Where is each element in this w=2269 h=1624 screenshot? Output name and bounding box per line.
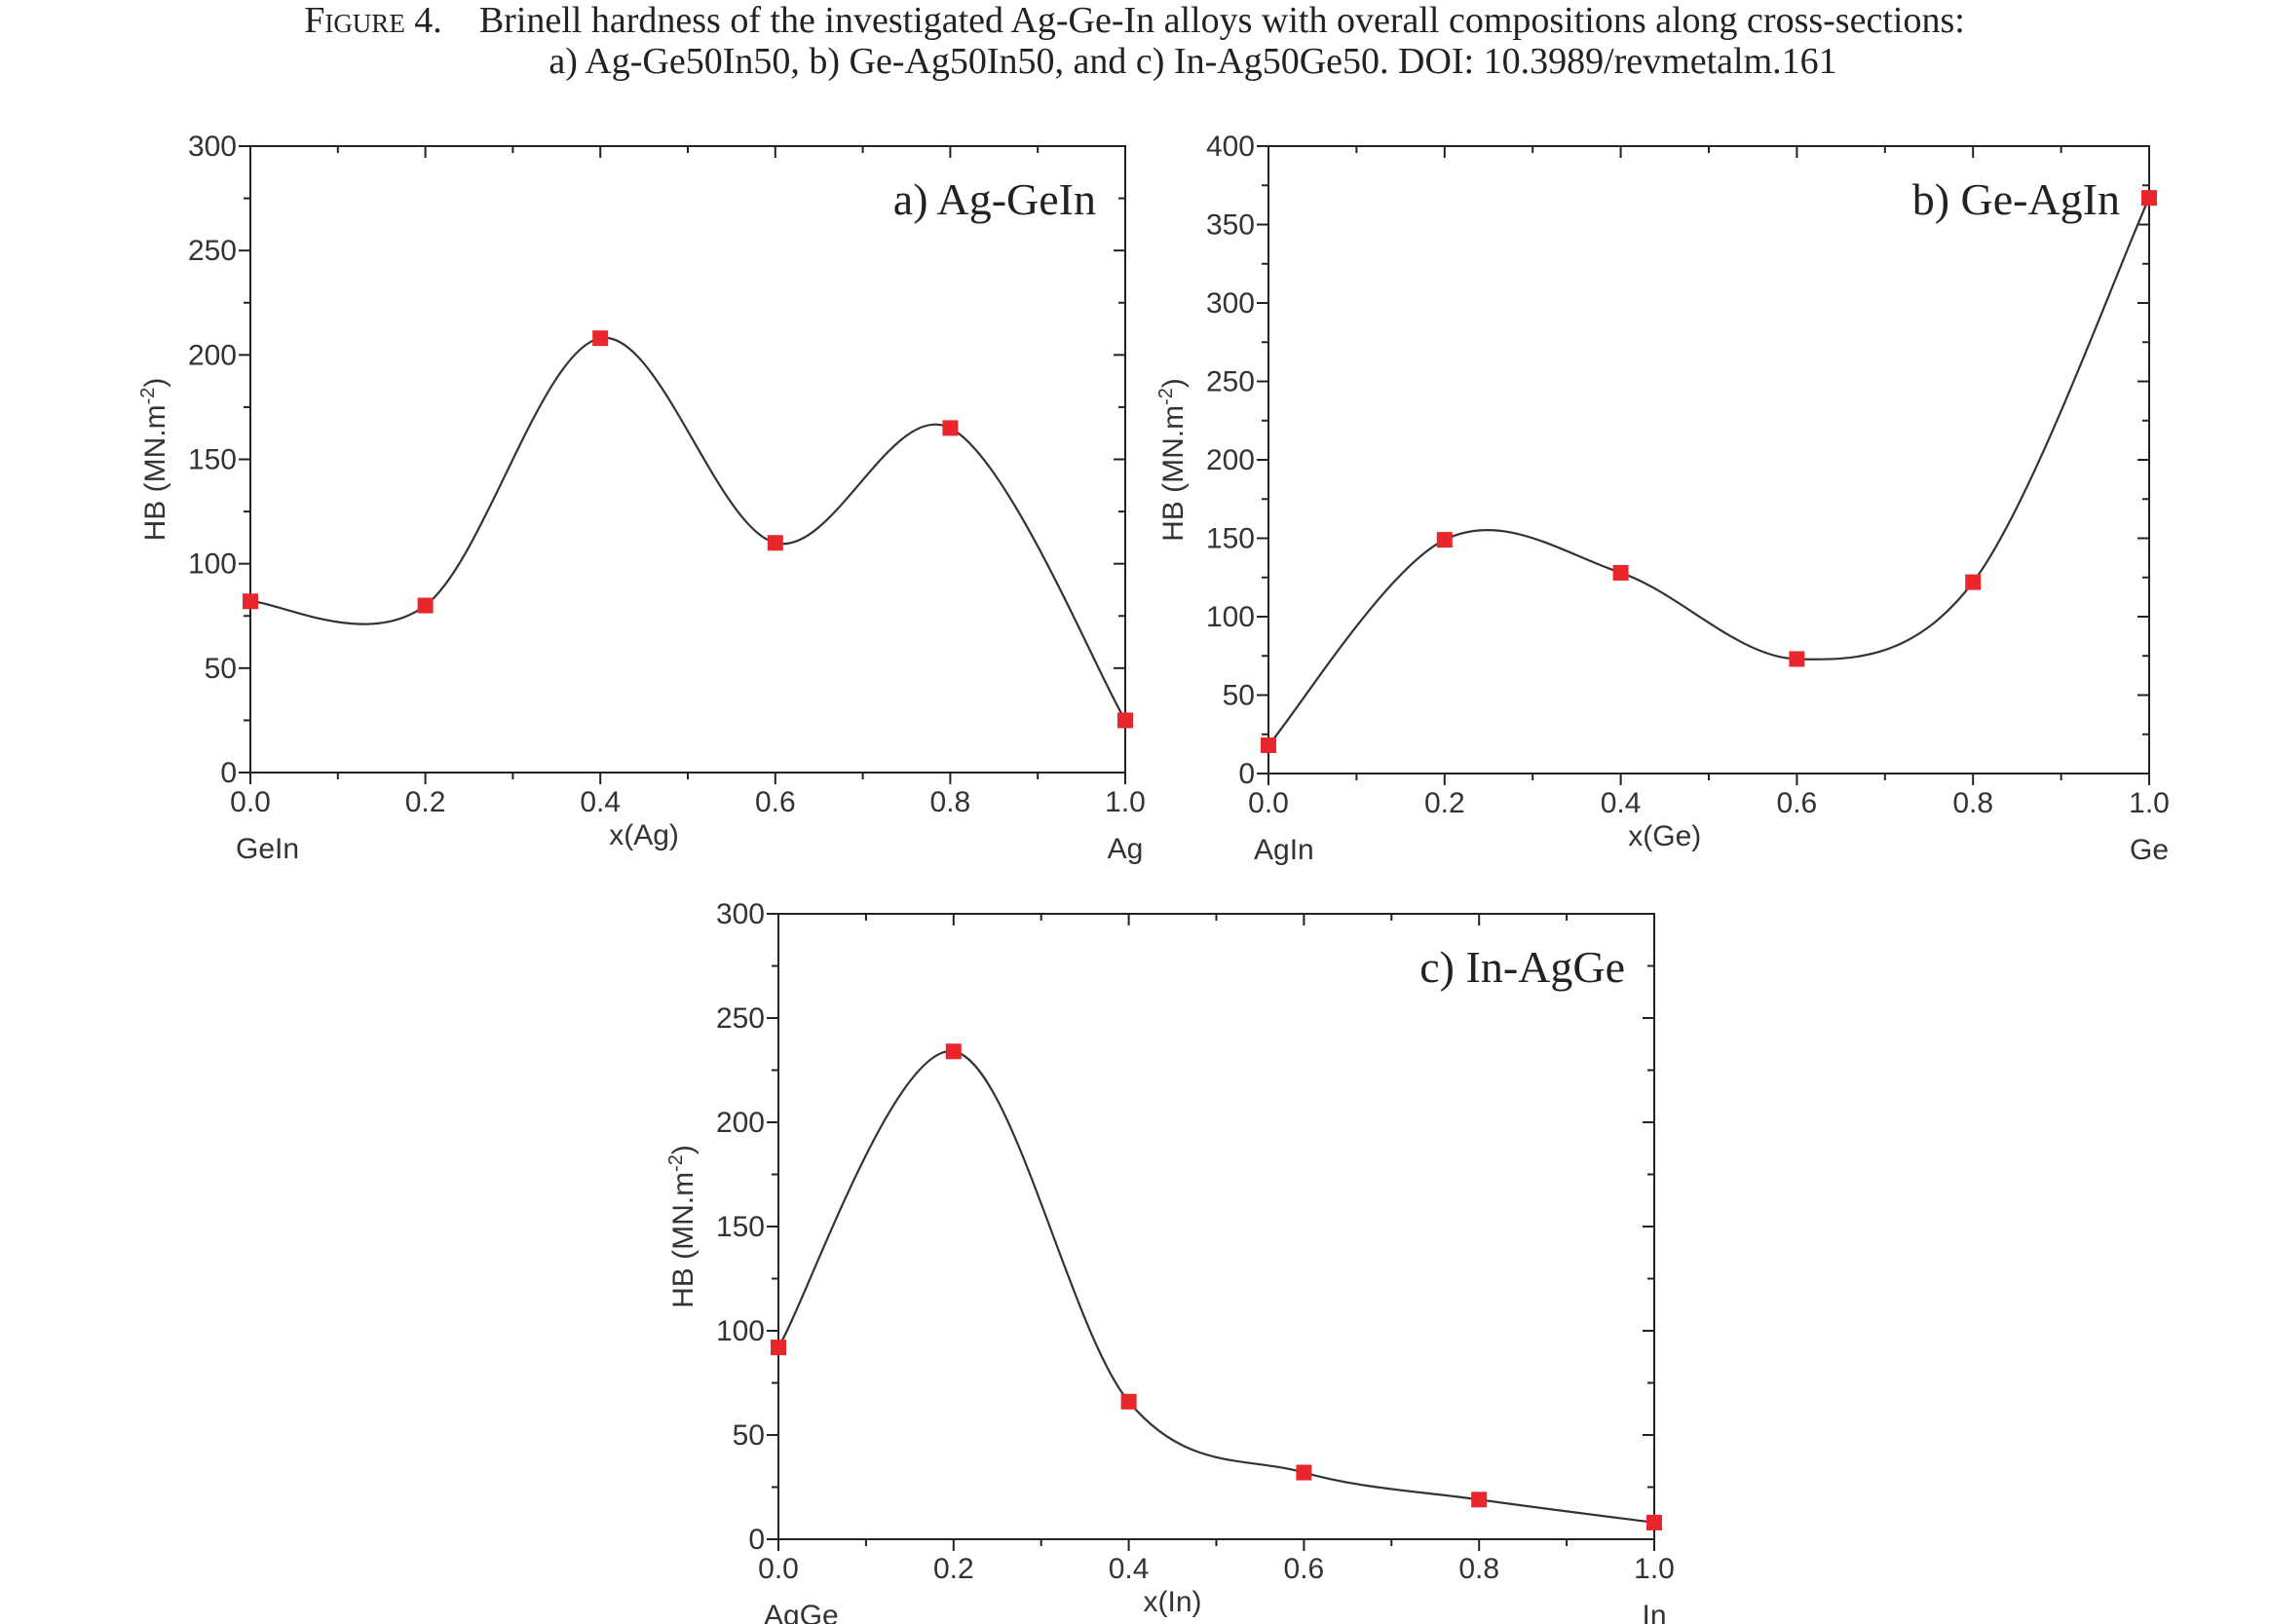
- y-tick-label: 150: [188, 444, 237, 476]
- caption-line-1: Figure 4. Brinell hardness of the invest…: [0, 0, 2269, 41]
- x-right-end-label: In: [1642, 1600, 1666, 1624]
- y-tick-label: 200: [1206, 444, 1255, 476]
- chart-panel-b: 0 50 100 150 200 250 300 350 400 0.0 0.2 0.4 0.6 0.8 1…: [1155, 131, 2170, 866]
- y-tick-label: 150: [1206, 523, 1255, 555]
- y-tick-label: 250: [188, 235, 237, 267]
- y-axis-title: HB (MN.m-2): [1155, 378, 1190, 542]
- x-tick-label: 0.8: [930, 786, 971, 818]
- data-point: [2141, 190, 2157, 207]
- y-axis-title: HB (MN.m-2): [665, 1145, 700, 1308]
- x-axis-title: x(Ag): [609, 819, 679, 851]
- caption-line-2: a) Ag-Ge50In50, b) Ge-Ag50In50, and c) I…: [0, 41, 2269, 82]
- chart-panel-c: 0 50 100 150 200 250 300 0.0 0.2 0.4 0.6 0.8 1.0 x(In…: [665, 898, 1675, 1624]
- figure-caption: Figure 4. Brinell hardness of the invest…: [0, 0, 2269, 82]
- y-tick-label: 50: [1223, 680, 1255, 712]
- series-curve: [777, 1050, 1655, 1524]
- x-left-end-label: GeIn: [236, 833, 299, 865]
- x-tick-label: 0.4: [580, 786, 621, 818]
- x-tick-label: 0.6: [1777, 787, 1818, 819]
- x-tick-label: 0.6: [1284, 1553, 1325, 1585]
- x-tick-label: 0.4: [1109, 1553, 1150, 1585]
- data-point: [592, 330, 609, 347]
- x-right-end-label: Ge: [2130, 834, 2169, 866]
- y-tick-label: 200: [188, 339, 237, 371]
- data-point: [1789, 651, 1805, 667]
- x-tick-label: 1.0: [2129, 787, 2170, 819]
- y-tick-label: 350: [1206, 209, 1255, 242]
- panel-title: c) In-AgGe: [1419, 942, 1625, 992]
- y-tick-label: 0: [1238, 758, 1255, 790]
- y-tick-label: 100: [188, 548, 237, 581]
- y-tick-label: 300: [1206, 287, 1255, 320]
- data-point: [771, 1340, 786, 1356]
- plot-frame: [249, 145, 1126, 774]
- x-tick-label: 1.0: [1105, 786, 1146, 818]
- data-point: [1646, 1514, 1662, 1530]
- panel-title: a) Ag-GeIn: [893, 174, 1096, 224]
- data-point: [1612, 564, 1629, 581]
- y-tick-label: 250: [716, 1002, 765, 1035]
- y-tick-label: 200: [716, 1107, 765, 1139]
- y-tick-label: 50: [205, 653, 237, 685]
- data-point: [767, 535, 783, 551]
- x-tick-label: 0.2: [933, 1553, 974, 1585]
- x-right-end-label: Ag: [1108, 833, 1144, 865]
- x-tick-label: 0.0: [1248, 787, 1289, 819]
- data-point: [1120, 1393, 1137, 1410]
- y-axis-title: HB (MN.m-2): [137, 378, 171, 542]
- x-tick-label: 0.8: [1458, 1553, 1499, 1585]
- x-tick-label: 0.4: [1601, 787, 1642, 819]
- caption-text-1: Brinell hardness of the investigated Ag-…: [478, 0, 1965, 41]
- data-point: [1261, 737, 1276, 754]
- y-tick-label: 0: [748, 1524, 765, 1556]
- data-point: [417, 597, 434, 614]
- data-point: [1117, 712, 1133, 729]
- chart-panel-a: 0 50 100 150 200 250 300 0.0 0.2 0.4 0.6 0.8 1.0 x(Ag…: [137, 131, 1146, 865]
- x-axis-title: x(Ge): [1628, 820, 1701, 852]
- series-curve: [249, 337, 1126, 721]
- y-tick-label: 100: [1206, 601, 1255, 633]
- x-tick-label: 0.0: [230, 786, 271, 818]
- x-tick-label: 0.0: [758, 1553, 799, 1585]
- data-point: [945, 1043, 962, 1060]
- x-tick-label: 0.2: [1424, 787, 1465, 819]
- y-tick-label: 300: [716, 898, 765, 930]
- y-tick-label: 50: [733, 1419, 765, 1452]
- x-tick-label: 0.6: [755, 786, 796, 818]
- x-axis-title: x(In): [1144, 1586, 1202, 1618]
- panel-title: b) Ge-AgIn: [1912, 174, 2120, 224]
- y-tick-label: 100: [716, 1315, 765, 1347]
- y-tick-label: 250: [1206, 366, 1255, 398]
- data-point: [1471, 1492, 1488, 1508]
- plot-frame: [777, 913, 1655, 1540]
- data-point: [942, 420, 959, 436]
- series-curve: [1267, 197, 2151, 746]
- caption-text-2: a) Ag-Ge50In50, b) Ge-Ag50In50, and c) I…: [548, 41, 1837, 82]
- plot-frame: [1267, 145, 2150, 774]
- data-point: [1965, 574, 1982, 590]
- data-point: [243, 593, 258, 610]
- x-left-end-label: AgIn: [1254, 834, 1314, 866]
- x-tick-label: 1.0: [1634, 1553, 1675, 1585]
- y-tick-label: 400: [1206, 131, 1255, 163]
- x-tick-label: 0.8: [1952, 787, 1993, 819]
- data-point: [1296, 1464, 1312, 1481]
- data-point: [1436, 532, 1453, 548]
- y-tick-label: 0: [220, 757, 237, 789]
- x-left-end-label: AgGe: [764, 1600, 839, 1624]
- caption-figure-label: Figure 4.: [304, 0, 442, 41]
- y-tick-label: 300: [188, 131, 237, 163]
- x-tick-label: 0.2: [405, 786, 446, 818]
- y-tick-label: 150: [716, 1211, 765, 1243]
